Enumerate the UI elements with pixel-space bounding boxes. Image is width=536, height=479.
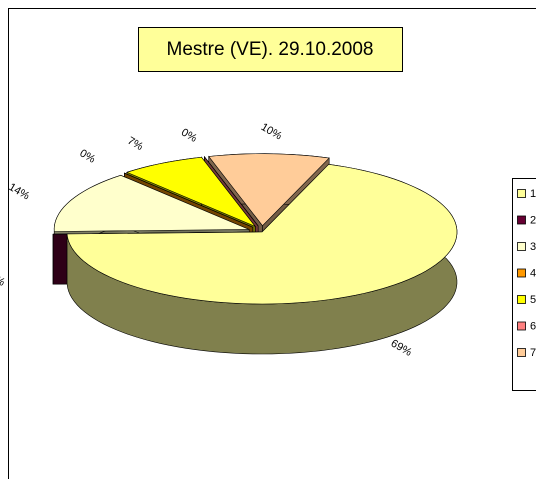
legend-label: 7 bbox=[530, 347, 536, 359]
slice-top bbox=[125, 156, 257, 228]
legend-swatch bbox=[517, 268, 526, 278]
legend-swatch bbox=[517, 215, 526, 225]
slice bbox=[66, 163, 458, 355]
legend-label: 1 bbox=[530, 188, 536, 200]
legend-box bbox=[512, 178, 536, 391]
legend-swatch bbox=[517, 348, 526, 357]
data-label: 0% bbox=[0, 271, 7, 289]
legend-swatch bbox=[517, 321, 526, 331]
slice-top bbox=[124, 172, 253, 228]
chart-title: Mestre (VE). 29.10.2008 bbox=[167, 39, 374, 60]
legend-swatch bbox=[517, 295, 526, 304]
legend-label: 5 bbox=[530, 294, 536, 306]
legend-label: 3 bbox=[530, 241, 536, 253]
legend-swatch bbox=[517, 189, 526, 198]
legend-label: 4 bbox=[530, 267, 536, 279]
legend-label: 6 bbox=[530, 320, 536, 332]
title-box bbox=[138, 27, 403, 72]
slice-top bbox=[66, 164, 458, 305]
legend-swatch bbox=[517, 242, 526, 251]
slice-top bbox=[53, 174, 250, 232]
slice-top bbox=[208, 153, 330, 227]
legend-label: 2 bbox=[530, 214, 536, 226]
